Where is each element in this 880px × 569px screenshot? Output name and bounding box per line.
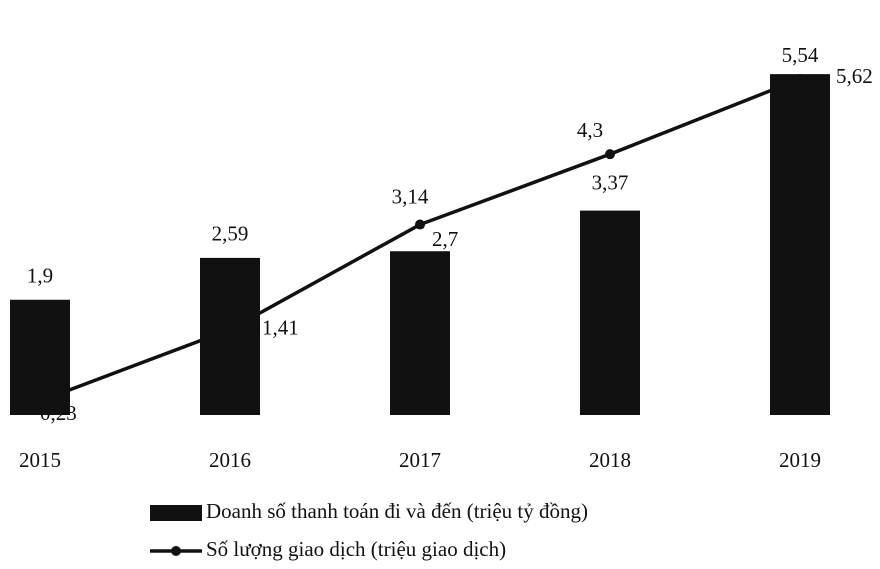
- legend-swatch-dot: [171, 546, 181, 556]
- bar-value-label: 3,37: [592, 170, 629, 194]
- legend-label: Doanh số thanh toán đi và đến (triệu tỷ …: [206, 499, 588, 523]
- line-value-label: 0,23: [40, 401, 77, 425]
- x-tick-label: 2016: [209, 448, 251, 472]
- line-point: [35, 396, 45, 407]
- bar: [10, 299, 70, 415]
- bar: [390, 251, 450, 415]
- x-tick-label: 2017: [399, 448, 441, 472]
- bar-value-label: 5,62: [836, 64, 873, 88]
- line-point: [225, 324, 235, 335]
- line-value-label: 3,14: [392, 184, 429, 208]
- line-point: [415, 219, 425, 230]
- line-point: [795, 73, 805, 84]
- legend-swatch: [150, 505, 202, 521]
- bar-value-label: 2,7: [432, 227, 458, 251]
- bar-value-label: 2,59: [212, 222, 249, 246]
- bar: [580, 210, 640, 415]
- line-value-label: 5,54: [782, 43, 819, 67]
- x-tick-label: 2018: [589, 448, 631, 472]
- bar-value-label: 1,9: [27, 264, 53, 288]
- line-point: [605, 149, 615, 160]
- line-value-label: 4,3: [577, 118, 603, 142]
- bar: [770, 74, 830, 416]
- x-tick-label: 2019: [779, 448, 821, 472]
- x-tick-label: 2015: [19, 448, 61, 472]
- legend-label: Số lượng giao dịch (triệu giao dịch): [206, 537, 506, 561]
- line-value-label: 1,41: [262, 315, 299, 339]
